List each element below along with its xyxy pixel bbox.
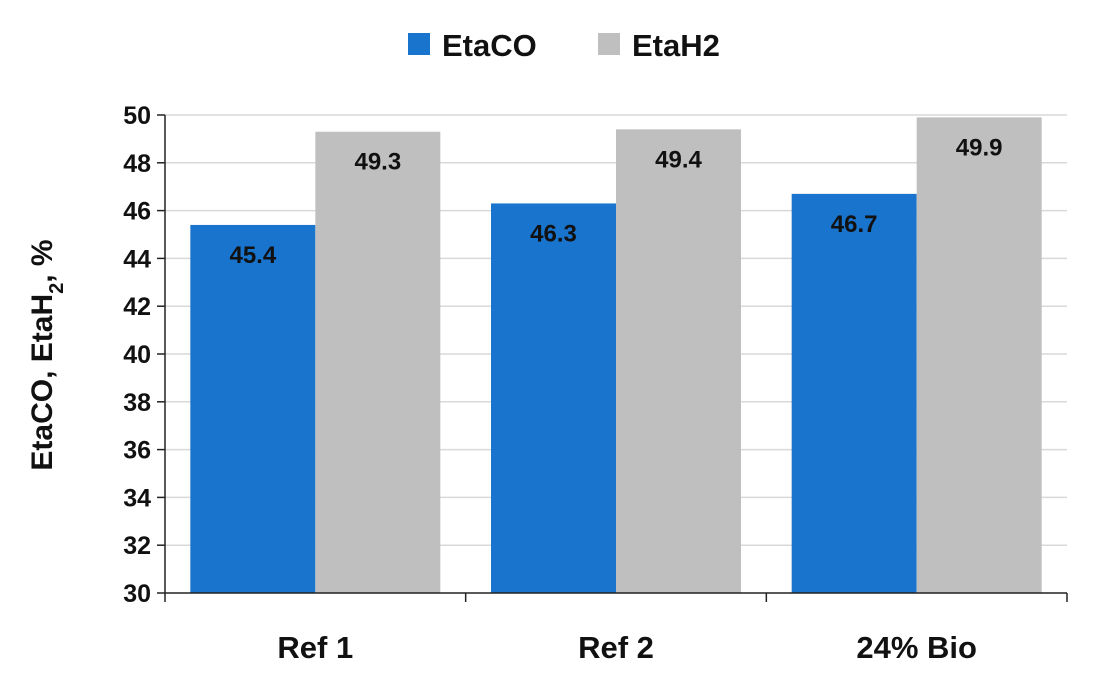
y-tick-label: 32 [123,532,151,560]
x-category-label: Ref 2 [578,630,654,665]
y-tick-label: 36 [123,437,151,465]
bar-etah2-1 [315,131,441,594]
data-labels: 45.4 49.3 46.3 49.4 46.7 49.9 [229,134,1002,269]
y-tick-label: 50 [123,102,151,130]
bar-etaco-2 [491,203,616,593]
y-tick-label: 46 [123,198,151,226]
axes: 30 32 34 36 38 40 42 44 46 48 50 Ref 1 Ref 2 24% Bio [123,102,1068,665]
bar-etah2-2 [616,129,741,593]
x-category-label: 24% Bio [856,630,977,665]
bar-etah2-3 [916,117,1042,593]
x-category-label: Ref 1 [277,630,353,665]
legend: EtaCO EtaH2 [408,28,720,63]
legend-label: EtaH2 [632,28,720,63]
y-tick-label: 44 [123,245,151,273]
y-tick-label: 38 [123,389,151,417]
legend-label: EtaCO [442,28,537,63]
bars [190,117,1042,594]
data-label: 49.3 [354,149,401,176]
data-label: 46.3 [530,220,577,247]
data-label: 49.4 [655,146,702,173]
y-tick-label: 34 [123,484,151,512]
legend-swatch [408,33,430,55]
y-tick-label: 40 [123,341,151,369]
y-tick-label: 42 [123,293,151,321]
data-label: 45.4 [229,242,276,269]
bar-etaco-1 [190,224,316,593]
y-tick-label: 48 [123,150,151,178]
data-label: 49.9 [956,134,1003,161]
data-label: 46.7 [831,211,878,238]
legend-swatch [598,33,620,55]
y-axis-title: EtaCO, EtaH2, % [26,239,68,470]
y-tick-label: 30 [123,580,151,608]
bar-etaco-3 [791,193,917,593]
